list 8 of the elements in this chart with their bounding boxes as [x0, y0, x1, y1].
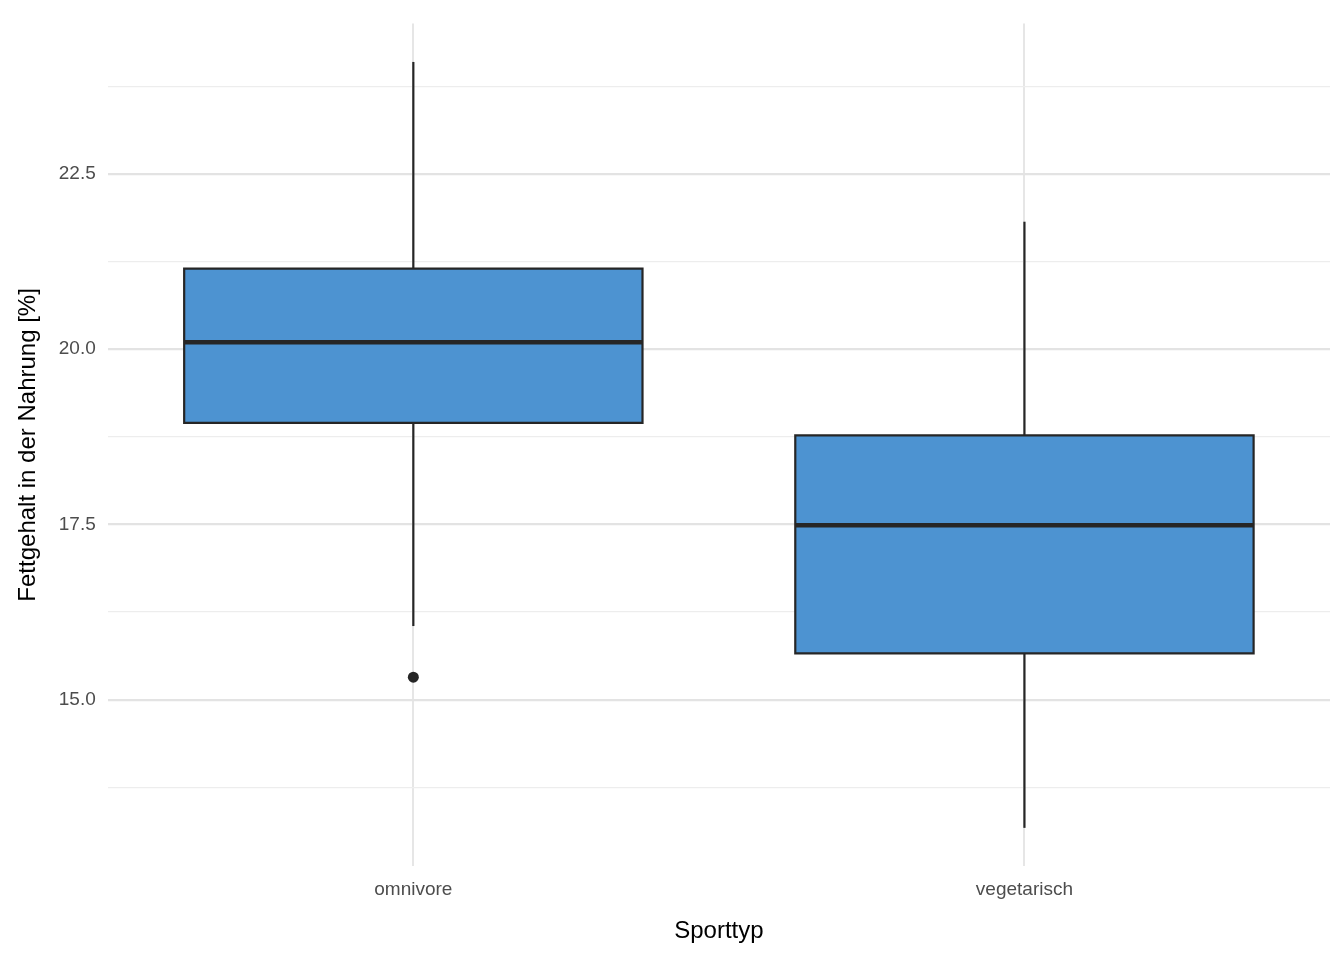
- x-axis-title: Sporttyp: [674, 916, 764, 944]
- y-tick-label: 15.0: [58, 687, 96, 709]
- y-axis-title: Fettgehalt in der Nahrung [%]: [13, 288, 41, 602]
- y-tick-label: 20.0: [58, 337, 96, 359]
- y-tick-label: 22.5: [58, 162, 96, 184]
- x-tick-label: vegetarisch: [975, 878, 1074, 900]
- y-tick-label: 17.5: [58, 512, 96, 534]
- x-tick-label: omnivore: [374, 878, 453, 900]
